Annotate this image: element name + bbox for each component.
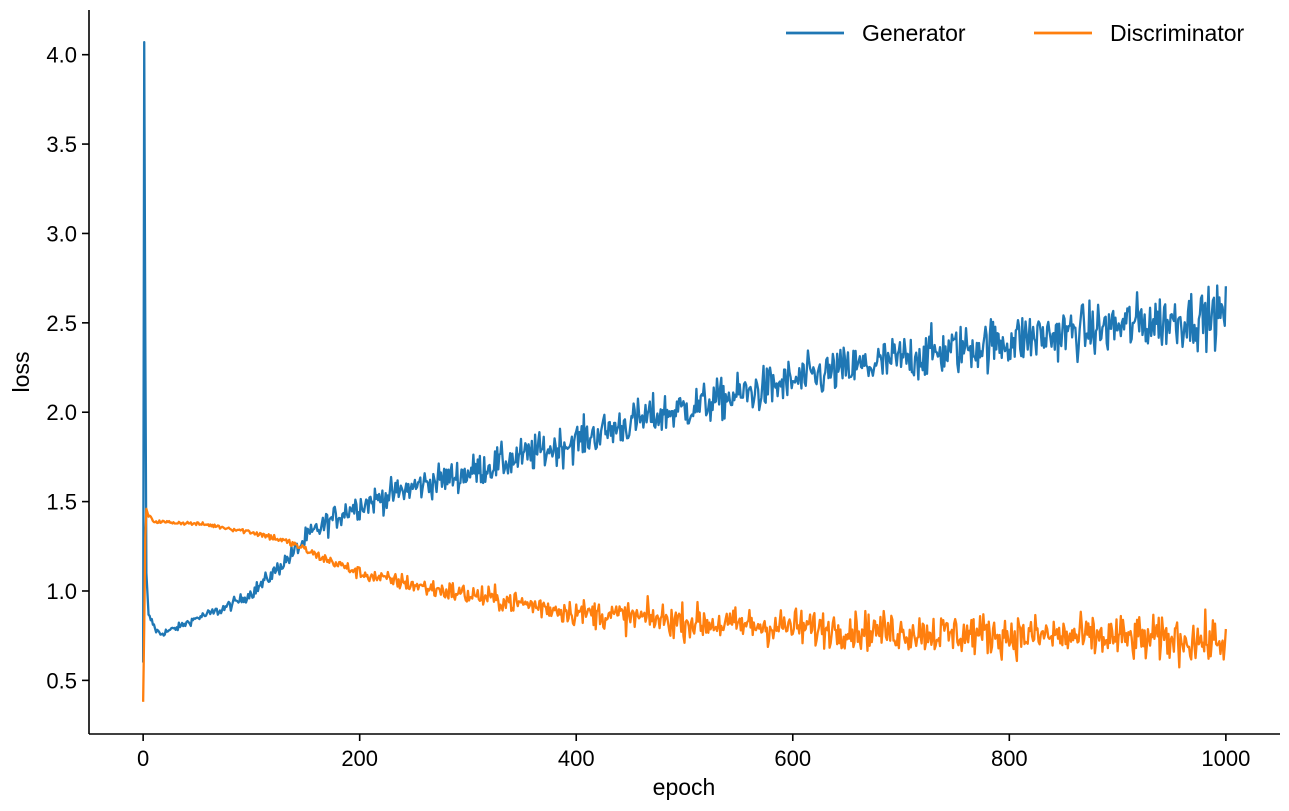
y-axis-label: loss bbox=[8, 352, 34, 393]
legend: Generator Discriminator bbox=[786, 20, 1245, 46]
axes-layer bbox=[88, 10, 1280, 735]
y-tick-label: 1.0 bbox=[46, 579, 77, 604]
x-tick-label: 200 bbox=[341, 746, 378, 771]
x-axis-label: epoch bbox=[653, 774, 716, 800]
y-tick-label: 0.5 bbox=[46, 668, 77, 693]
y-tick-label: 2.5 bbox=[46, 311, 77, 336]
x-ticks: 0 200 400 600 800 1000 bbox=[137, 734, 1250, 771]
y-tick-label: 2.0 bbox=[46, 400, 77, 425]
x-tick-label: 400 bbox=[558, 746, 595, 771]
y-tick-label: 3.5 bbox=[46, 132, 77, 157]
y-tick-label: 3.0 bbox=[46, 221, 77, 246]
x-tick-label: 800 bbox=[991, 746, 1028, 771]
legend-label-discriminator: Discriminator bbox=[1110, 20, 1245, 46]
series-layer bbox=[141, 41, 1228, 702]
legend-label-generator: Generator bbox=[862, 20, 966, 46]
y-tick-label: 1.5 bbox=[46, 490, 77, 515]
x-tick-label: 600 bbox=[774, 746, 811, 771]
y-tick-label: 4.0 bbox=[46, 43, 77, 68]
x-tick-label: 0 bbox=[137, 746, 149, 771]
x-tick-label: 1000 bbox=[1201, 746, 1250, 771]
series-line-discriminator bbox=[141, 507, 1228, 702]
y-ticks: 0.5 1.0 1.5 2.0 2.5 3.0 3.5 4.0 bbox=[46, 43, 89, 693]
series-line-generator bbox=[141, 41, 1228, 663]
